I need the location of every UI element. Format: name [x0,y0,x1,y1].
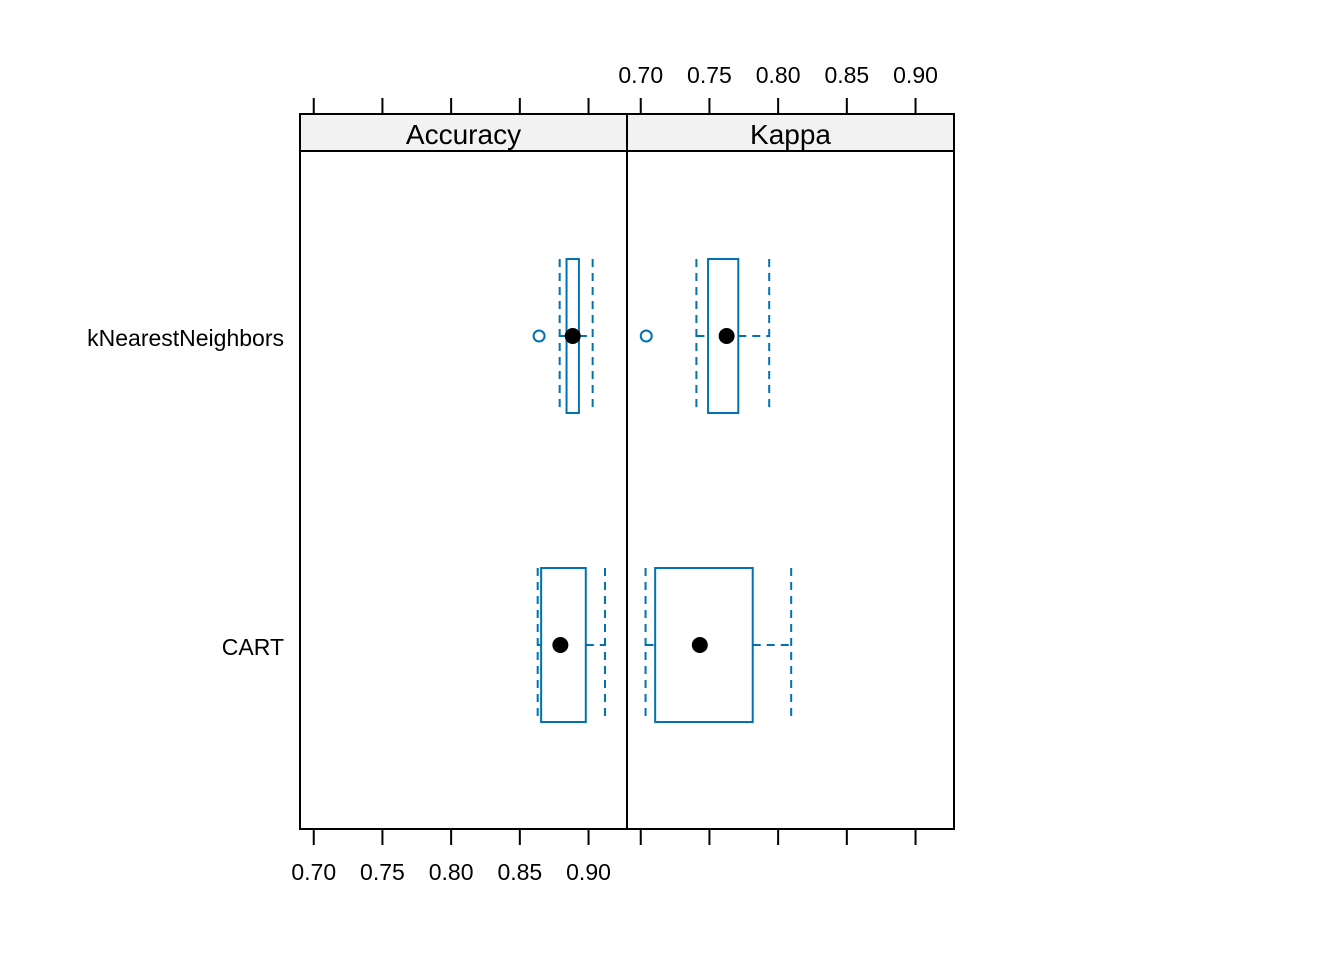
panel-accuracy: Accuracy [299,113,628,830]
median-dot [691,637,708,653]
strip-header [626,113,955,152]
strip-header [299,113,628,152]
outlier-point [639,329,653,343]
x-tick-label-bottom: 0.70 [291,859,336,885]
x-tick-label-top: 0.80 [756,62,801,88]
iqr-box [540,567,587,723]
iqr-box [707,258,740,414]
strip-label-kappa: Kappa [750,119,831,150]
box-kappa-knearestneighbors [639,258,771,414]
box-kappa-cart [644,567,793,723]
x-tick-label-top: 0.90 [893,62,938,88]
box-accuracy-knearestneighbors [532,258,594,414]
axes-layer: 0.70 0.70 0.75 0.75 0.80 0.80 0.85 0.85 0.90 0.90 [291,62,938,885]
x-tick-label-bottom: 0.90 [566,859,611,885]
median-dot [564,328,581,344]
x-tick-label-bottom: 0.85 [497,859,542,885]
iqr-box [654,567,754,723]
x-tick-label-bottom: 0.80 [429,859,474,885]
category-label-knearestneighbors: kNearestNeighbors [87,325,284,351]
median-dot [718,328,735,344]
x-tick-label-top: 0.85 [824,62,869,88]
category-label-cart: CART [222,634,284,660]
panel-kappa: Kappa [626,113,955,830]
x-tick-label-top: 0.70 [618,62,663,88]
x-tick-label-top: 0.75 [687,62,732,88]
panels-layer: Accuracy Kappa [299,113,955,830]
x-tick-label-bottom: 0.75 [360,859,405,885]
outlier-point [532,329,546,343]
box-accuracy-cart [536,567,607,723]
panel-frame [299,113,628,830]
median-dot [552,637,569,653]
strip-label-accuracy: Accuracy [406,119,521,150]
category-labels: kNearestNeighbors CART [87,325,284,660]
